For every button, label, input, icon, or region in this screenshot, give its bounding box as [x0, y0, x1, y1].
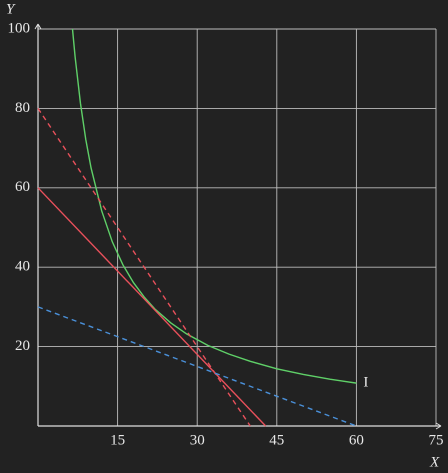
x-axis-arrow	[435, 422, 442, 430]
line	[37, 306, 357, 427]
y-tick-label: 60	[15, 179, 30, 195]
line	[71, 28, 357, 384]
y-axis-arrow	[34, 23, 42, 30]
x-tick-label: 15	[110, 432, 125, 448]
y-tick-label: 100	[8, 20, 31, 36]
y-tick-label: 20	[15, 338, 30, 354]
x-axis-label: X	[429, 454, 440, 470]
curve-label: I	[363, 375, 368, 391]
x-tick-label: 75	[429, 432, 444, 448]
y-tick-label: 40	[15, 259, 30, 275]
x-tick-label: 30	[190, 432, 205, 448]
line	[37, 187, 267, 427]
y-axis-label: Y	[6, 1, 16, 17]
line	[37, 108, 251, 427]
x-tick-label: 60	[349, 432, 364, 448]
y-tick-label: 80	[15, 100, 30, 116]
x-tick-label: 45	[269, 432, 284, 448]
